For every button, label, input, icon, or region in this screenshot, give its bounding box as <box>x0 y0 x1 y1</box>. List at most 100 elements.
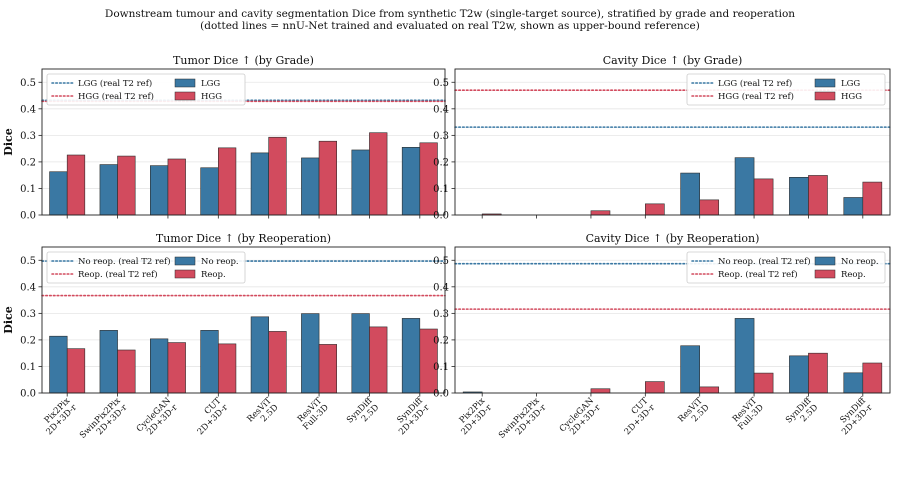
legend-series-label: HGG <box>201 92 222 102</box>
axes-frame <box>454 246 891 394</box>
bar-lgg-5 <box>680 172 700 216</box>
x-tick-label: SwinPix2Pix2D+3D-r <box>78 395 130 447</box>
legend-ref-label: Reop. (real T2 ref) <box>78 269 158 280</box>
legend-series-swatch <box>814 256 836 266</box>
axes-frame <box>41 246 446 394</box>
bar-no-reop-3 <box>150 338 169 394</box>
bar-reop-2 <box>117 349 136 394</box>
legend-series-label: HGG <box>841 92 862 102</box>
y-tick-label: 0.5 <box>433 78 449 89</box>
panel-title: Tumor Dice ↑ (by Reoperation) <box>156 232 331 245</box>
bar-reop-6 <box>753 372 774 394</box>
chart-panel-3: 0.0 0.1 0.2 0.3 0.4 0.5 Pix2Pix2D+3D-rSwinPix2… <box>2 232 446 447</box>
bar-hgg-7 <box>369 132 388 216</box>
bar-reop-8 <box>862 362 883 394</box>
x-tick-label: ResViT2.5D <box>676 396 711 431</box>
bar-lgg-2 <box>99 164 118 216</box>
legend-series-swatch <box>814 269 836 279</box>
bar-no-reop-6 <box>301 313 320 394</box>
x-tick-label: Pix2Pix2D+3D-r <box>38 395 80 437</box>
bar-no-reop-2 <box>99 330 118 394</box>
legend-series-label: Reop. <box>841 270 866 280</box>
y-tick-label: 0.1 <box>433 362 449 373</box>
bar-hgg-5 <box>268 136 287 216</box>
legend: LGG (real T2 ref) HGG (real T2 ref) LGG HGG <box>46 73 246 106</box>
bar-reop-7 <box>808 352 828 394</box>
y-tick-label: 0.5 <box>433 256 449 267</box>
y-tick-label: 0.3 <box>433 309 449 320</box>
chart-panel-4: 0.0 0.1 0.2 0.3 0.4 0.5 Pix2Pix2D+3D-r SwinPix2… <box>433 232 891 447</box>
x-tick-label: SynDiff2.5D <box>784 395 821 432</box>
bar-no-reop-8 <box>401 318 421 394</box>
bar-hgg-7 <box>808 175 828 216</box>
bar-lgg-6 <box>301 157 320 216</box>
x-tick-label: SynDiff2D+3D-r <box>834 395 876 437</box>
x-tick-label: Pix2Pix2D+3D-r <box>453 395 495 437</box>
y-tick-label: 0.0 <box>433 211 449 222</box>
legend-series-swatch <box>814 91 836 101</box>
bar-reop-5 <box>699 386 720 394</box>
y-tick-label: 0.2 <box>433 335 449 346</box>
legend-ref-label: No reop. (real T2 ref) <box>718 256 811 267</box>
bar-lgg-1 <box>49 171 68 216</box>
y-tick-label: 0.2 <box>433 157 449 168</box>
bar-reop-3 <box>590 388 611 394</box>
legend-box <box>46 251 246 284</box>
chart-panel-1: 0.0 0.1 0.2 0.3 0.4 0.5 Tumor Dice ↑ (by Grade… <box>2 54 446 222</box>
legend-box <box>686 251 886 284</box>
legend-ref-label: No reop. (real T2 ref) <box>78 256 171 267</box>
legend: No reop. (real T2 ref) Reop. (real T2 ref… <box>686 251 886 284</box>
bar-reop-5 <box>268 331 287 394</box>
bar-lgg-5 <box>250 152 269 216</box>
y-tick-label: 0.1 <box>20 362 36 373</box>
panel-title: Tumor Dice ↑ (by Grade) <box>173 54 314 67</box>
figure-title-line-1: Downstream tumour and cavity segmentatio… <box>104 8 796 20</box>
bar-lgg-6 <box>734 157 755 216</box>
x-tick-label: SynDiff2D+3D-r <box>391 395 433 437</box>
y-tick-label: 0.3 <box>20 309 36 320</box>
bar-hgg-6 <box>318 140 337 216</box>
y-tick-label: 0.3 <box>20 131 36 142</box>
bar-hgg-6 <box>753 178 774 216</box>
legend-ref-label: LGG (real T2 ref) <box>78 78 152 89</box>
bar-hgg-3 <box>167 158 186 216</box>
bar-no-reop-7 <box>351 313 370 394</box>
bar-no-reop-6 <box>734 318 755 394</box>
axes-frame <box>41 68 446 216</box>
bar-no-reop-7 <box>789 355 809 394</box>
y-tick-label: 0.2 <box>20 157 36 168</box>
legend-series-swatch <box>814 78 836 88</box>
y-tick-label: 0.4 <box>433 104 449 115</box>
legend-series-label: LGG <box>201 79 220 89</box>
legend-series-label: Reop. <box>201 270 226 280</box>
bar-hgg-3 <box>590 210 611 216</box>
legend-series-label: No reop. <box>841 257 879 267</box>
legend-ref-label: LGG (real T2 ref) <box>718 78 792 89</box>
bar-lgg-3 <box>150 165 169 216</box>
x-tick-label: CUT2D+3D-r <box>189 395 231 437</box>
bar-lgg-4 <box>200 167 219 216</box>
x-tick-label: SwinPix2Pix2D+3D-r <box>497 395 549 447</box>
legend-ref-label: HGG (real T2 ref) <box>718 91 794 102</box>
bar-hgg-8 <box>862 181 883 216</box>
y-tick-label: 0.5 <box>20 256 36 267</box>
y-axis-label: Dice <box>2 306 15 333</box>
bar-reop-3 <box>167 342 186 394</box>
y-tick-label: 0.1 <box>433 184 449 195</box>
bar-lgg-8 <box>843 197 864 216</box>
bar-hgg-4 <box>645 203 665 216</box>
bar-hgg-5 <box>699 199 720 216</box>
legend-series-label: No reop. <box>201 257 239 267</box>
bar-no-reop-4 <box>200 330 219 394</box>
bar-hgg-4 <box>218 147 237 216</box>
y-tick-label: 0.4 <box>20 104 36 115</box>
y-tick-label: 0.0 <box>20 211 36 222</box>
y-tick-label: 0.3 <box>433 131 449 142</box>
legend: LGG (real T2 ref) HGG (real T2 ref) LGG HGG <box>686 73 886 106</box>
legend-ref-label: HGG (real T2 ref) <box>78 91 154 102</box>
x-tick-label: SynDiff2.5D <box>345 395 382 432</box>
figure-title: Downstream tumour and cavity segmentatio… <box>0 8 900 32</box>
bar-lgg-8 <box>401 147 421 216</box>
